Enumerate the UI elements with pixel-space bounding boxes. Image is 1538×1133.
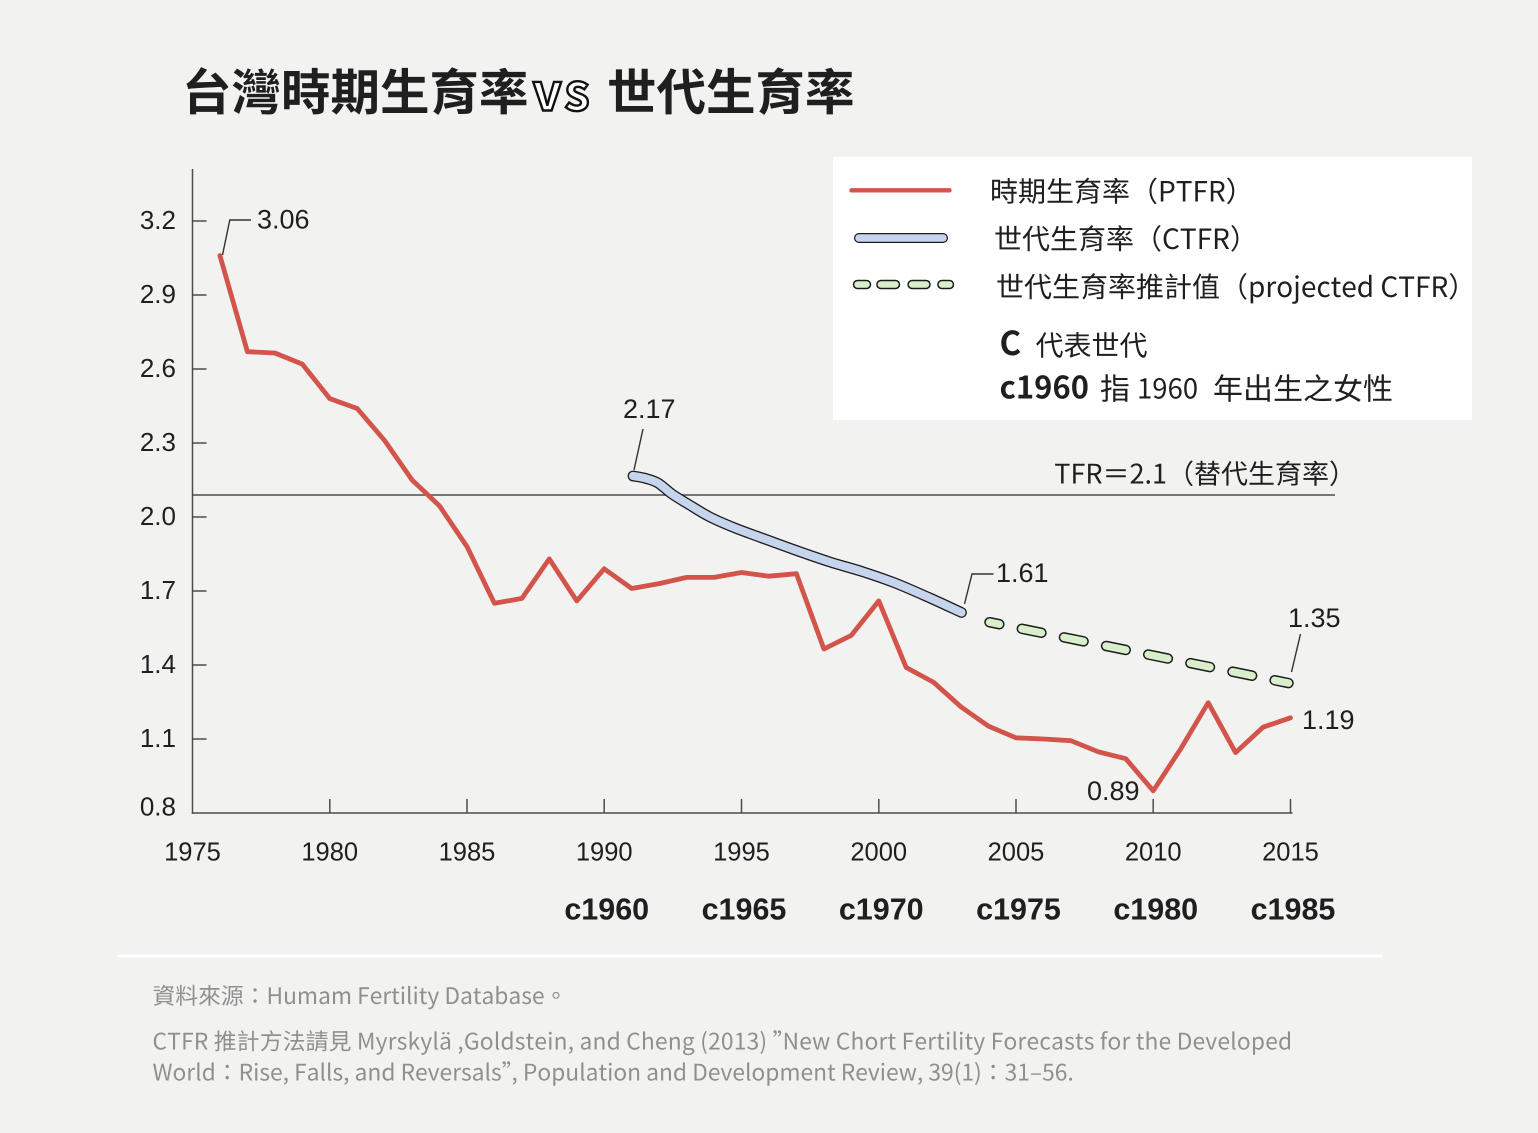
svg-text:3.2: 3.2 xyxy=(140,205,176,235)
svg-text:1.35: 1.35 xyxy=(1288,603,1341,633)
svg-text:c1970: c1970 xyxy=(839,893,924,927)
svg-text:1.7: 1.7 xyxy=(140,575,176,605)
svg-text:2.17: 2.17 xyxy=(623,394,676,424)
svg-text:2.6: 2.6 xyxy=(140,353,176,383)
svg-text:1995: 1995 xyxy=(713,839,770,867)
svg-text:2015: 2015 xyxy=(1262,839,1319,867)
svg-text:c1965: c1965 xyxy=(702,893,787,927)
svg-text:3.06: 3.06 xyxy=(257,205,310,235)
svg-text:2.3: 2.3 xyxy=(140,427,176,457)
svg-text:2.0: 2.0 xyxy=(140,501,176,531)
svg-text:c1985: c1985 xyxy=(1251,893,1336,927)
svg-text:2.9: 2.9 xyxy=(140,279,176,309)
svg-text:1.19: 1.19 xyxy=(1302,705,1355,735)
svg-text:c1980: c1980 xyxy=(1113,893,1198,927)
svg-text:0.89: 0.89 xyxy=(1087,776,1140,806)
svg-text:2010: 2010 xyxy=(1125,839,1182,867)
svg-text:0.8: 0.8 xyxy=(140,792,176,822)
svg-text:1.4: 1.4 xyxy=(140,649,176,679)
svg-text:1990: 1990 xyxy=(576,839,633,867)
svg-text:1.61: 1.61 xyxy=(996,558,1049,588)
svg-text:2005: 2005 xyxy=(988,839,1045,867)
svg-text:1980: 1980 xyxy=(301,839,358,867)
svg-text:1.1: 1.1 xyxy=(140,723,176,753)
svg-text:2000: 2000 xyxy=(850,839,907,867)
svg-text:c1975: c1975 xyxy=(976,893,1061,927)
svg-text:1985: 1985 xyxy=(439,839,496,867)
svg-text:1975: 1975 xyxy=(164,839,221,867)
svg-text:c1960: c1960 xyxy=(564,893,649,927)
